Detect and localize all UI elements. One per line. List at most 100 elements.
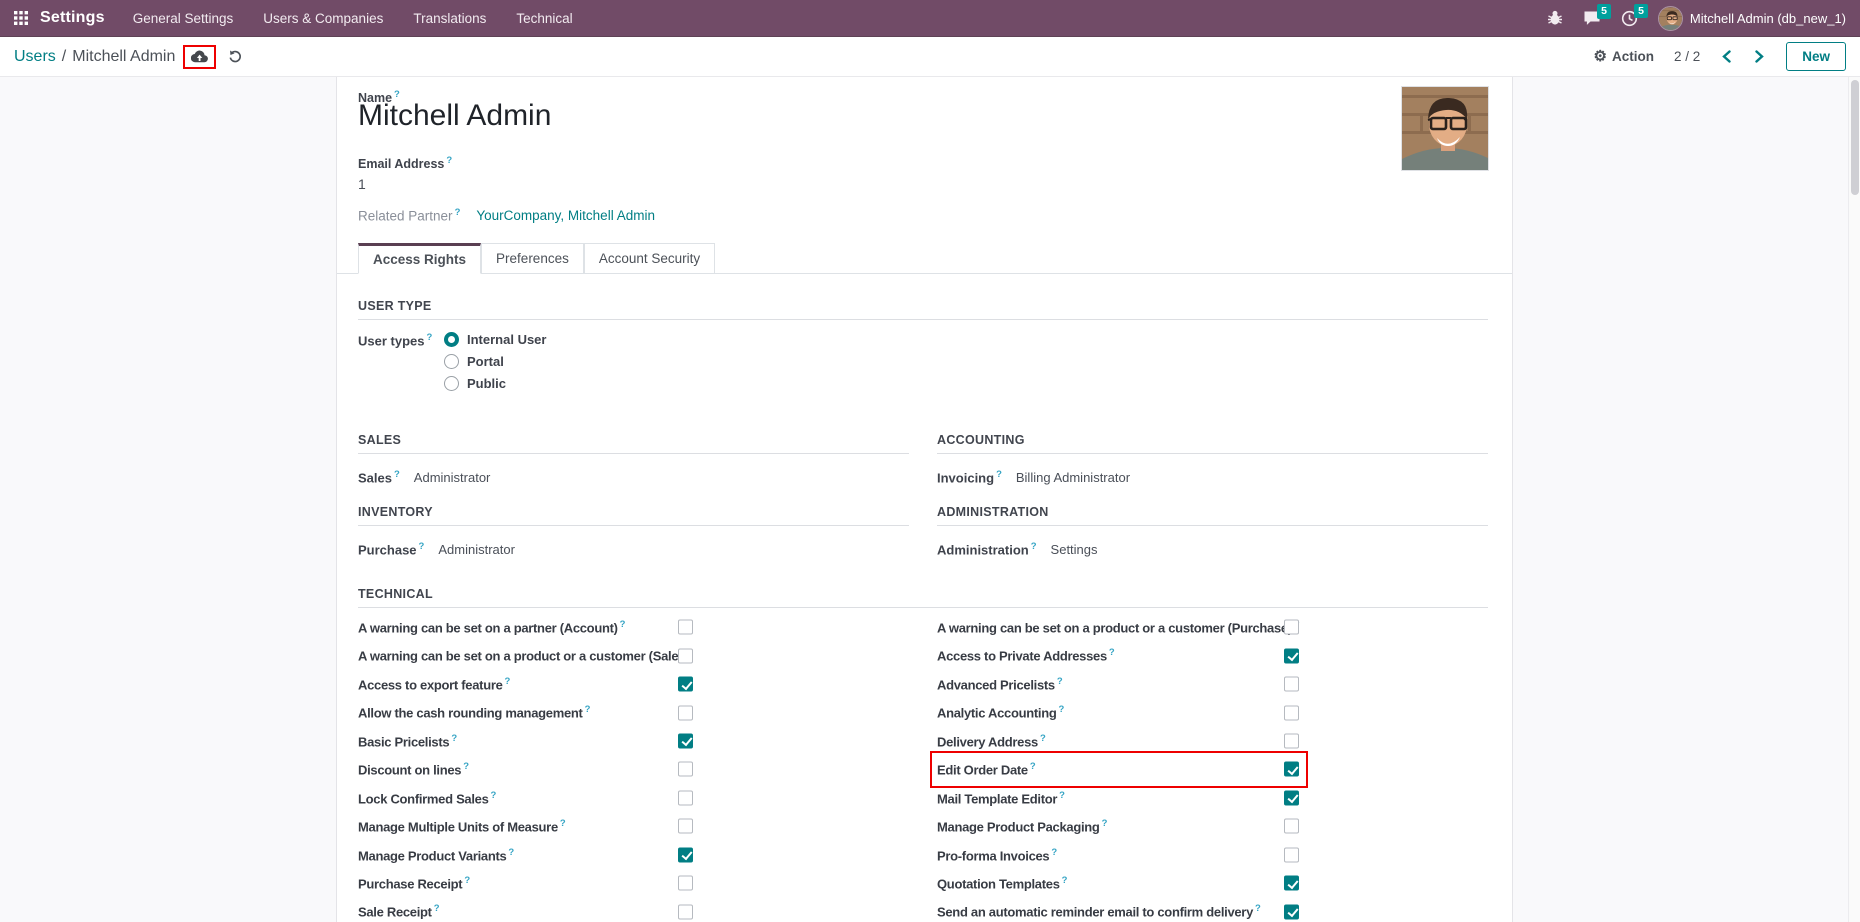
setting-checkbox[interactable]: [678, 875, 693, 891]
email-field-value[interactable]: 1: [358, 176, 366, 192]
purchase-field-value[interactable]: Administrator: [438, 541, 515, 557]
technical-setting-row: Mail Template Editor?: [937, 784, 1488, 812]
user-menu[interactable]: Mitchell Admin (db_new_1): [1657, 5, 1846, 31]
vertical-scrollbar[interactable]: [1848, 77, 1860, 922]
setting-checkbox[interactable]: [678, 705, 693, 721]
help-marker: ?: [451, 732, 457, 744]
debug-bug-icon[interactable]: [1547, 10, 1563, 26]
current-app-title[interactable]: Settings: [40, 9, 105, 26]
activities-clock-icon[interactable]: 5: [1621, 3, 1648, 27]
setting-label: Lock Confirmed Sales?: [358, 789, 497, 806]
setting-checkbox[interactable]: [1284, 790, 1299, 806]
technical-setting-row: Access to export feature?: [358, 670, 909, 698]
top-menu-item[interactable]: General Settings: [132, 10, 234, 26]
tab[interactable]: Account Security: [583, 243, 716, 274]
setting-checkbox[interactable]: [678, 790, 693, 806]
help-marker: ?: [1059, 789, 1065, 801]
setting-checkbox[interactable]: [678, 818, 693, 834]
technical-setting-row: Allow the cash rounding management?: [358, 698, 909, 726]
help-marker: ?: [394, 89, 400, 100]
setting-checkbox[interactable]: [1284, 847, 1299, 863]
setting-checkbox[interactable]: [1284, 676, 1299, 692]
help-marker: ?: [1039, 732, 1046, 744]
help-marker: ?: [433, 903, 440, 915]
apps-grid-icon[interactable]: [14, 11, 28, 25]
user-type-option[interactable]: Internal User: [444, 328, 546, 350]
setting-label: Discount on lines?: [358, 761, 469, 778]
scrollbar-thumb[interactable]: [1851, 80, 1859, 195]
technical-setting-row: Analytic Accounting?: [937, 698, 1488, 726]
radio-button[interactable]: [444, 375, 459, 391]
setting-checkbox[interactable]: [1284, 733, 1299, 749]
top-menu-item[interactable]: Users & Companies: [263, 10, 384, 26]
breadcrumb-separator: /: [61, 47, 67, 65]
help-marker: ?: [1051, 846, 1057, 858]
help-marker: ?: [393, 469, 400, 480]
save-cloud-icon[interactable]: [191, 50, 209, 64]
technical-setting-row: Edit Order Date?: [930, 751, 1488, 789]
top-menu-item[interactable]: Translations: [413, 10, 487, 26]
help-marker: ?: [504, 675, 511, 687]
setting-label: Mail Template Editor?: [937, 789, 1065, 806]
breadcrumb-users-link[interactable]: Users: [14, 47, 56, 65]
setting-checkbox[interactable]: [1284, 875, 1299, 891]
help-marker: ?: [1255, 903, 1261, 915]
pager-next-icon[interactable]: [1753, 48, 1766, 65]
setting-checkbox[interactable]: [678, 676, 693, 692]
user-avatar: [1657, 5, 1683, 31]
setting-label: A warning can be set on a product or a c…: [358, 647, 690, 663]
setting-checkbox[interactable]: [1284, 619, 1299, 635]
main-content: Name? Mitchell Admin Email Address? 1 Re…: [0, 77, 1860, 922]
setting-label: A warning can be set on a partner (Accou…: [358, 619, 626, 636]
group-administration: ADMINISTRATION Administration? Settings: [937, 505, 1488, 557]
technical-setting-row: Manage Product Variants?: [358, 841, 909, 869]
setting-checkbox[interactable]: [678, 847, 693, 863]
user-type-option[interactable]: Public: [444, 372, 546, 394]
discard-undo-icon[interactable]: [228, 49, 243, 64]
setting-checkbox[interactable]: [678, 904, 693, 920]
setting-checkbox[interactable]: [678, 619, 693, 635]
user-photo[interactable]: [1401, 86, 1489, 171]
new-button[interactable]: New: [1786, 42, 1846, 71]
user-name-title[interactable]: Mitchell Admin: [358, 99, 552, 132]
gear-icon: ⚙: [1593, 48, 1607, 65]
setting-label: Advanced Pricelists?: [937, 675, 1063, 693]
user-name: Mitchell Admin (db_new_1): [1689, 10, 1846, 26]
messages-icon[interactable]: 5: [1583, 4, 1611, 26]
top-navbar: Settings General Settings Users & Compani…: [0, 0, 1860, 37]
invoicing-field-value[interactable]: Billing Administrator: [1015, 469, 1131, 485]
tab[interactable]: Preferences: [481, 243, 584, 274]
help-marker: ?: [508, 846, 514, 858]
setting-checkbox[interactable]: [678, 648, 693, 664]
help-marker: ?: [446, 155, 453, 166]
purchase-field-label: Purchase?: [358, 541, 425, 558]
app-menu: General Settings Users & Companies Transla…: [133, 11, 573, 26]
setting-checkbox[interactable]: [1284, 904, 1299, 920]
user-types-label: User types?: [358, 332, 433, 349]
radio-label: Internal User: [467, 331, 547, 347]
technical-setting-row: Access to Private Addresses?: [937, 641, 1488, 669]
setting-checkbox[interactable]: [678, 733, 693, 749]
user-type-option[interactable]: Portal: [444, 350, 546, 372]
setting-checkbox[interactable]: [1284, 818, 1299, 834]
sales-field-value[interactable]: Administrator: [413, 469, 491, 485]
help-marker: ?: [464, 874, 470, 886]
action-menu-button[interactable]: ⚙ Action: [1594, 49, 1654, 64]
user-type-options: Internal User Portal Public: [444, 328, 546, 394]
radio-button[interactable]: [444, 331, 459, 347]
technical-setting-row: Pro-forma Invoices?: [937, 841, 1488, 869]
setting-checkbox[interactable]: [1284, 648, 1299, 664]
setting-checkbox[interactable]: [1284, 761, 1299, 777]
setting-checkbox[interactable]: [678, 761, 693, 777]
top-menu-item[interactable]: Technical: [516, 10, 573, 26]
tab[interactable]: Access Rights: [358, 243, 482, 274]
setting-checkbox[interactable]: [1284, 705, 1299, 721]
related-partner-link[interactable]: YourCompany, Mitchell Admin: [476, 207, 655, 223]
notebook-tabs: Access Rights Preferences Account Security: [337, 243, 1512, 274]
setting-label: Edit Order Date?: [937, 761, 1036, 778]
systray: 5 5 Mitchell Admin (db_ne: [1547, 3, 1846, 31]
pager-previous-icon[interactable]: [1720, 48, 1733, 65]
technical-setting-row: Quotation Templates?: [937, 869, 1488, 897]
administration-field-value[interactable]: Settings: [1050, 541, 1098, 557]
radio-button[interactable]: [444, 353, 459, 369]
